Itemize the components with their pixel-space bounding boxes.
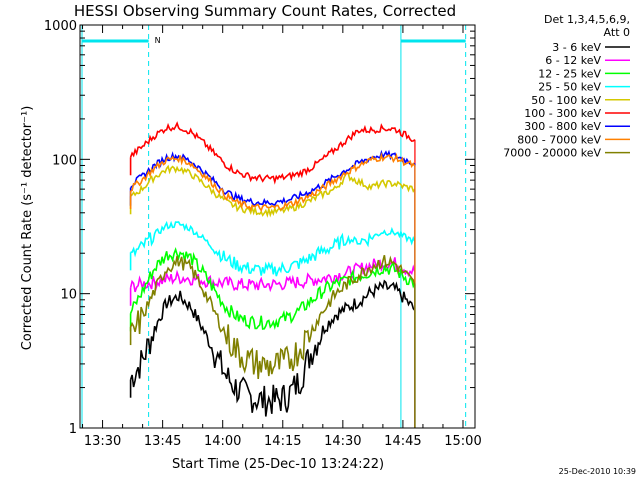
x-tick-label: 14:15: [264, 434, 301, 449]
x-axis: 13:30 13:45 14:00 14:15 14:30 14:45 15:00: [82, 25, 482, 449]
legend-label: 6 - 12 keV: [545, 54, 601, 67]
x-tick-label: 14:45: [384, 434, 421, 449]
series-line: [130, 152, 416, 212]
y-tick-label: 10: [60, 288, 77, 303]
x-tick-label: 14:00: [204, 434, 241, 449]
x-tick-label: 14:30: [324, 434, 361, 449]
chart-title: HESSI Observing Summary Count Rates, Cor…: [74, 2, 456, 20]
y-tick-label: 1: [69, 422, 77, 437]
legend-label: 300 - 800 keV: [524, 120, 601, 133]
x-tick-label: 13:30: [84, 434, 121, 449]
x-axis-label: Start Time (25-Dec-10 13:24:22): [172, 457, 384, 472]
y-tick-label: 100: [52, 153, 77, 168]
legend-label: 800 - 7000 keV: [517, 133, 601, 146]
flag-label: N: [155, 36, 161, 45]
legend-header-line2: Att 0: [604, 26, 630, 39]
plot-frame: [79, 24, 476, 429]
series-line: [130, 220, 416, 277]
legend-label: 7000 - 20000 keV: [503, 147, 601, 160]
series-line: [129, 279, 416, 417]
legend-header-line1: Det 1,3,4,5,6,9,: [544, 13, 630, 26]
series-line: [129, 254, 416, 379]
legend-label: 3 - 6 keV: [552, 41, 601, 54]
timestamp: 25-Dec-2010 10:39: [559, 467, 636, 476]
series-line: [130, 164, 416, 218]
y-axis-label: Corrected Count Rate (s⁻¹ detector⁻¹): [20, 106, 35, 351]
legend-label: 12 - 25 keV: [538, 67, 601, 80]
series-line: [129, 121, 416, 185]
y-axis: 1 10 100 1000: [44, 19, 475, 437]
legend-label: 100 - 300 keV: [524, 107, 601, 120]
x-tick-label: 13:45: [144, 434, 181, 449]
legend-label: 50 - 100 keV: [531, 94, 601, 107]
legend-label: 25 - 50 keV: [538, 81, 601, 94]
x-tick-label: 15:00: [444, 434, 481, 449]
y-tick-label: 1000: [44, 19, 77, 34]
